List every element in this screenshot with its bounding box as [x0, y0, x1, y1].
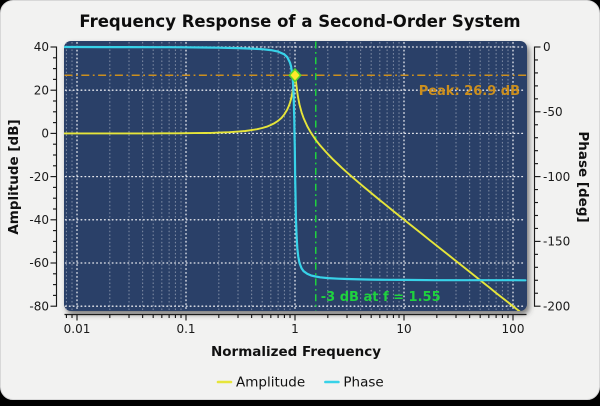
cutoff-annotation: -3 dB at f = 1.55: [321, 290, 441, 305]
tick-label: -80: [29, 299, 49, 313]
tick-label: -150: [543, 235, 570, 249]
tick-label: 100: [502, 322, 525, 336]
left-axis-title: Amplitude [dB]: [6, 119, 22, 234]
tick-label: 20: [34, 83, 49, 97]
tick-label: 0.01: [64, 322, 91, 336]
legend-item-amplitude: Amplitude: [218, 375, 305, 391]
tick-label: -50: [543, 105, 563, 119]
tick-label: -60: [29, 256, 49, 270]
tick-label: 40: [34, 40, 49, 54]
tick-label: 0.1: [176, 322, 195, 336]
chart-title: Frequency Response of a Second-Order Sys…: [79, 12, 520, 31]
tick-label: 0: [543, 40, 551, 54]
legend: Amplitude Phase: [218, 375, 384, 391]
tick-label: -40: [29, 213, 49, 227]
tick-label: -100: [543, 170, 570, 184]
legend-label: Phase: [343, 375, 383, 391]
tick-label: -20: [29, 170, 49, 184]
tick-label: 1: [291, 322, 299, 336]
tick-label: 10: [396, 322, 411, 336]
tick-label: 0: [41, 127, 49, 141]
right-axis-title: Phase [deg]: [575, 131, 591, 222]
peak-annotation: Peak: 26.9 dB: [419, 84, 520, 99]
legend-item-phase: Phase: [325, 375, 383, 391]
tick-label: -200: [543, 299, 570, 313]
legend-label: Amplitude: [236, 375, 305, 391]
x-axis-title: Normalized Frequency: [211, 344, 381, 360]
